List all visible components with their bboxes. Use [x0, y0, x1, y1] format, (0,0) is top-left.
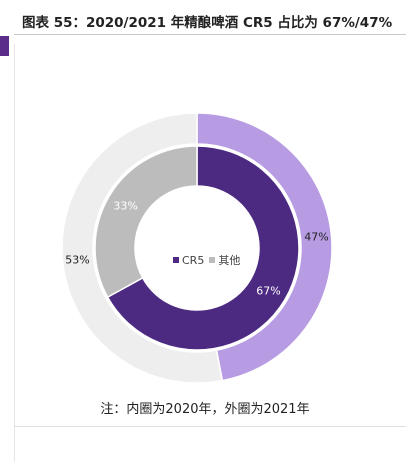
chart-note: 注：内圈为2020年，外圈为2021年 — [100, 402, 310, 417]
inner-slice-other — [94, 145, 198, 299]
inner-label-cr5: 67% — [256, 284, 280, 297]
outer-slice-cr5 — [196, 112, 333, 382]
outer-slice-other — [61, 112, 224, 384]
outer-label-other: 53% — [65, 253, 89, 266]
accent-tab — [0, 36, 9, 56]
outer-label-cr5: 47% — [304, 231, 328, 244]
legend-label-other: 其他 — [218, 254, 241, 267]
inner-slice-cr5 — [106, 145, 300, 351]
legend-label-cr5: CR5 — [182, 253, 205, 267]
left-guide-line — [14, 44, 15, 462]
chart-title: 图表 55：2020/2021 年精酿啤酒 CR5 占比为 67%/47% — [22, 15, 393, 31]
legend-item-other: 其他 — [209, 252, 240, 268]
title-divider — [14, 34, 406, 35]
legend-item-cr5: CR5 — [173, 254, 204, 267]
legend-swatch-cr5 — [173, 257, 179, 263]
legend: CR5 其他 — [173, 252, 245, 268]
inner-label-other: 33% — [113, 200, 137, 213]
legend-swatch-other — [209, 257, 216, 263]
bottom-divider — [14, 426, 406, 427]
